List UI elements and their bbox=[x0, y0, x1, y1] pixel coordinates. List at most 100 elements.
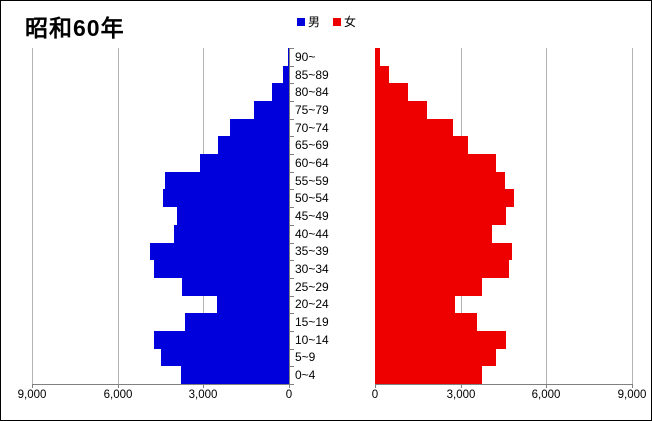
age-label: 80~84 bbox=[295, 85, 329, 100]
male-bar-0~4 bbox=[181, 366, 289, 384]
legend-female-label: 女 bbox=[344, 15, 357, 29]
age-label: 85~89 bbox=[295, 67, 329, 82]
female-bar-80~84 bbox=[375, 83, 408, 102]
legend-male-label: 男 bbox=[308, 15, 321, 29]
legend: 男 女 bbox=[297, 13, 356, 30]
age-axis-tick bbox=[289, 189, 294, 190]
male-bar-60~64 bbox=[200, 154, 289, 172]
age-axis-tick bbox=[289, 66, 294, 67]
male-bar-85~89 bbox=[283, 65, 289, 84]
gridline bbox=[118, 48, 119, 384]
age-axis-tick bbox=[289, 172, 294, 173]
male-bar-75~79 bbox=[254, 101, 289, 119]
x-axis-tick bbox=[632, 384, 633, 388]
age-axis-tick bbox=[289, 119, 294, 120]
male-bar-15~19 bbox=[184, 313, 289, 331]
female-bar-70~74 bbox=[375, 118, 453, 137]
age-label: 0~4 bbox=[295, 368, 316, 383]
female-bar-25~29 bbox=[375, 277, 482, 296]
female-bar-40~44 bbox=[375, 224, 492, 243]
female-bar-85~89 bbox=[375, 65, 389, 84]
age-axis-tick bbox=[289, 225, 294, 226]
age-label: 15~19 bbox=[295, 315, 329, 330]
female-bar-20~24 bbox=[375, 295, 455, 314]
age-label: 50~54 bbox=[295, 191, 329, 206]
male-legend-swatch-icon bbox=[297, 17, 305, 26]
female-bar-0~4 bbox=[375, 366, 482, 384]
y-axis-left bbox=[289, 48, 290, 384]
x-axis-tick bbox=[546, 384, 547, 388]
female-bar-35~39 bbox=[375, 242, 513, 261]
age-label: 25~29 bbox=[295, 279, 329, 294]
x-axis-left bbox=[32, 384, 289, 385]
male-bar-35~39 bbox=[150, 242, 289, 261]
age-axis-tick bbox=[289, 243, 294, 244]
female-bar-75~79 bbox=[375, 101, 427, 119]
male-bar-50~54 bbox=[163, 189, 289, 208]
female-bar-15~19 bbox=[375, 313, 477, 331]
chart-title: 昭和60年 bbox=[25, 15, 125, 41]
gridline bbox=[546, 48, 547, 384]
female-bar-45~49 bbox=[375, 207, 506, 225]
age-label: 65~69 bbox=[295, 138, 329, 153]
male-bar-25~29 bbox=[182, 277, 289, 296]
female-legend-swatch-icon bbox=[333, 17, 342, 26]
x-axis-right bbox=[375, 384, 632, 385]
age-label: 60~64 bbox=[295, 155, 329, 170]
age-label: 20~24 bbox=[295, 297, 329, 312]
age-label: 90~ bbox=[295, 49, 316, 64]
male-bar-80~84 bbox=[272, 83, 289, 102]
age-axis-tick bbox=[289, 260, 294, 261]
age-axis-tick bbox=[289, 101, 294, 102]
male-bar-20~24 bbox=[217, 295, 289, 314]
male-bar-70~74 bbox=[230, 118, 289, 137]
female-bar-5~9 bbox=[375, 348, 496, 367]
x-tick-label: 9,000 bbox=[617, 389, 647, 401]
age-axis-tick bbox=[289, 83, 294, 84]
male-bar-55~59 bbox=[165, 171, 289, 190]
female-bar-60~64 bbox=[375, 154, 496, 172]
age-axis-tick bbox=[289, 48, 294, 49]
x-tick-label: 6,000 bbox=[531, 389, 561, 401]
female-bar-65~69 bbox=[375, 136, 469, 155]
male-bar-30~34 bbox=[154, 260, 289, 278]
female-bar-50~54 bbox=[375, 189, 515, 208]
x-tick-label: 3,000 bbox=[446, 389, 476, 401]
gridline bbox=[632, 48, 633, 384]
age-axis-tick bbox=[289, 313, 294, 314]
age-axis-tick bbox=[289, 296, 294, 297]
age-label: 55~59 bbox=[295, 173, 329, 188]
age-axis-tick bbox=[289, 384, 294, 385]
female-bar-30~34 bbox=[375, 260, 510, 278]
female-bar-10~14 bbox=[375, 330, 506, 349]
x-tick-label: 9,000 bbox=[17, 389, 47, 401]
legend-item-female: 女 bbox=[333, 13, 356, 30]
age-axis-tick bbox=[289, 366, 294, 367]
male-bar-45~49 bbox=[177, 207, 289, 225]
age-axis-tick bbox=[289, 278, 294, 279]
age-axis-tick bbox=[289, 154, 294, 155]
female-bar-55~59 bbox=[375, 171, 505, 190]
x-tick-label: 6,000 bbox=[103, 389, 133, 401]
age-label: 40~44 bbox=[295, 226, 329, 241]
age-label: 35~39 bbox=[295, 244, 329, 259]
age-label: 70~74 bbox=[295, 120, 329, 135]
age-axis-tick bbox=[289, 349, 294, 350]
x-axis-tick bbox=[289, 384, 290, 388]
x-axis-tick bbox=[118, 384, 119, 388]
age-axis-tick bbox=[289, 136, 294, 137]
x-axis-tick bbox=[203, 384, 204, 388]
x-axis-tick bbox=[461, 384, 462, 388]
x-axis-tick bbox=[375, 384, 376, 388]
x-tick-label: 3,000 bbox=[188, 389, 218, 401]
female-bar-90~ bbox=[375, 48, 381, 66]
age-axis-tick bbox=[289, 207, 294, 208]
age-label: 30~34 bbox=[295, 262, 329, 277]
age-label: 75~79 bbox=[295, 102, 329, 117]
x-tick-label: 0 bbox=[285, 389, 293, 401]
gridline bbox=[32, 48, 33, 384]
male-bar-65~69 bbox=[218, 136, 289, 155]
male-bar-5~9 bbox=[161, 348, 289, 367]
age-axis-tick bbox=[289, 331, 294, 332]
